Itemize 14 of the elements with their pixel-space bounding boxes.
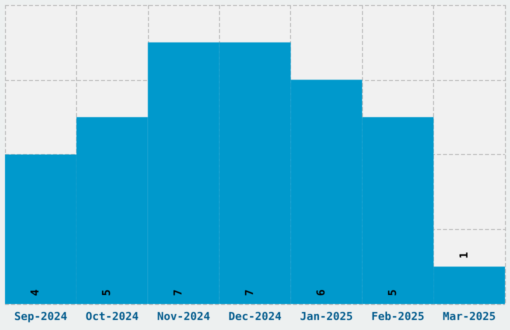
x-tick-label: Mar-2025 [442,310,496,323]
data-label: 7 [243,289,256,296]
data-label: 6 [314,289,328,296]
x-tick-label: Jan-2025 [300,310,353,323]
x-tick-label: Nov-2024 [157,310,210,323]
data-label: 5 [386,289,399,296]
x-tick-label: Oct-2024 [86,310,140,323]
data-label: 7 [172,289,185,296]
x-tick-label: Dec-2024 [228,310,282,323]
x-tick-label: Sep-2024 [14,310,68,323]
data-label: 1 [457,252,470,259]
data-label: 4 [28,289,42,296]
data-label: 5 [100,289,114,296]
x-tick-label: Feb-2025 [371,310,424,323]
